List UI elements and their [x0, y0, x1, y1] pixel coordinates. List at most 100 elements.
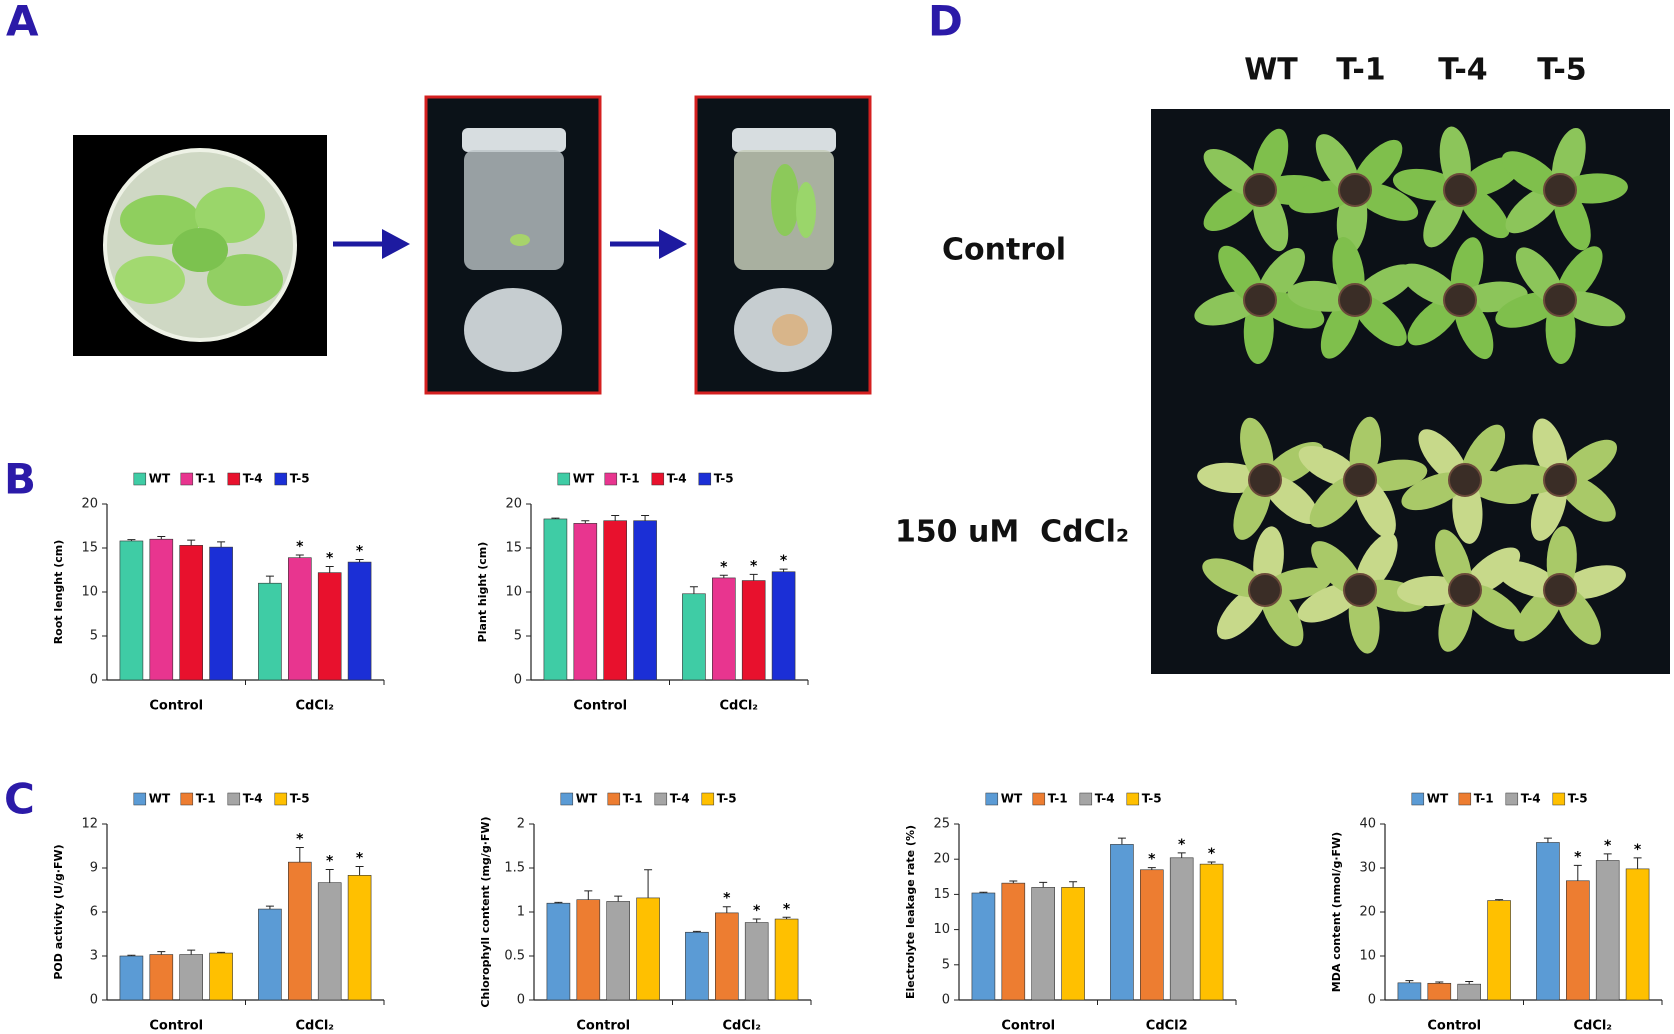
- error-bar: [265, 905, 274, 910]
- panel-label: C: [4, 775, 35, 824]
- bar: [347, 561, 372, 681]
- y-tick-label: 25: [933, 817, 950, 832]
- row-label: Control: [942, 233, 1066, 268]
- error-bar: [187, 539, 196, 546]
- significance-mark: *: [296, 831, 304, 847]
- legend-label: T-1: [620, 472, 640, 486]
- y-tick-label: 10: [505, 585, 522, 600]
- significance-mark: *: [1634, 842, 1642, 858]
- significance-mark: *: [720, 559, 728, 575]
- bar: [179, 545, 203, 681]
- bar: [1536, 842, 1560, 1001]
- bar: [258, 582, 282, 681]
- legend-label: T-4: [243, 792, 263, 806]
- bar: [288, 557, 312, 681]
- x-tick-label: Control: [1427, 1019, 1481, 1034]
- legend-swatch: [557, 472, 571, 486]
- bar: [1595, 860, 1620, 1001]
- y-tick-label: 10: [1359, 949, 1376, 964]
- bar: [179, 954, 203, 1001]
- y-tick-label: 20: [81, 497, 98, 512]
- bar: [1001, 882, 1026, 1001]
- legend-label: WT: [149, 472, 171, 486]
- legend-swatch: [1079, 792, 1093, 806]
- error-bar: [611, 514, 620, 521]
- pot: [1443, 173, 1477, 207]
- legend-label: T-5: [290, 792, 310, 806]
- photo-petri: [73, 135, 327, 356]
- significance-mark: *: [1208, 846, 1216, 862]
- y-tick-label: 10: [81, 585, 98, 600]
- legend-swatch: [274, 472, 288, 486]
- error-bar: [325, 868, 334, 883]
- x-tick-label: Control: [1001, 1019, 1055, 1034]
- legend-swatch: [1411, 792, 1425, 806]
- y-tick-label: 0: [90, 993, 98, 1008]
- error-bar: [584, 890, 593, 900]
- y-tick-label: 12: [81, 817, 98, 832]
- legend-label: WT: [576, 792, 598, 806]
- x-tick-label: CdCl₂: [295, 699, 334, 714]
- y-tick-label: 5: [90, 629, 98, 644]
- significance-mark: *: [326, 853, 334, 869]
- y-tick-label: 20: [1359, 905, 1376, 920]
- bar: [573, 523, 598, 681]
- bar: [774, 918, 799, 1001]
- error-bar: [217, 541, 226, 548]
- pot: [1448, 463, 1482, 497]
- error-bar: [1177, 852, 1186, 858]
- bar: [209, 546, 233, 681]
- column-label: T-5: [1537, 53, 1586, 88]
- error-bar: [1603, 853, 1612, 861]
- legend-label: T-4: [1521, 792, 1541, 806]
- y-axis-title: POD activity (U/g·FW): [52, 844, 65, 979]
- legend-label: T-1: [196, 792, 216, 806]
- error-bar: [355, 558, 364, 563]
- column-label: WT: [1244, 53, 1298, 88]
- bar: [636, 897, 660, 1001]
- bar: [1487, 900, 1511, 1001]
- legend-label: T-1: [1048, 792, 1068, 806]
- y-tick-label: 6: [90, 905, 98, 920]
- bar: [288, 861, 312, 1001]
- x-tick-label: CdCl₂: [295, 1019, 334, 1034]
- y-axis-title: Electrolyte leakage rate (%): [904, 825, 917, 999]
- bar: [209, 952, 233, 1001]
- bar: [1566, 880, 1590, 1001]
- x-tick-label: Control: [573, 699, 627, 714]
- error-bar: [1117, 837, 1126, 845]
- significance-mark: *: [1178, 837, 1186, 853]
- error-bar: [752, 918, 761, 923]
- legend-label: T-1: [196, 472, 216, 486]
- significance-mark: *: [1604, 838, 1612, 854]
- bar: [1199, 863, 1224, 1001]
- panel-label: B: [4, 455, 36, 504]
- legend-swatch: [607, 792, 621, 806]
- bar: [1061, 887, 1085, 1001]
- pot: [1543, 283, 1577, 317]
- legend-swatch: [1552, 792, 1566, 806]
- x-tick-label: CdCl₂: [722, 1019, 761, 1034]
- significance-mark: *: [780, 553, 788, 569]
- significance-mark: *: [723, 891, 731, 907]
- leaf: [1559, 173, 1628, 204]
- y-tick-label: 30: [1359, 861, 1376, 876]
- bar: [744, 922, 769, 1001]
- error-bar: [1495, 899, 1504, 901]
- error-bar: [1465, 981, 1474, 985]
- pot: [1543, 463, 1577, 497]
- legend-swatch: [274, 792, 288, 806]
- column-label: T-4: [1438, 53, 1487, 88]
- significance-mark: *: [356, 543, 364, 559]
- error-bar: [127, 954, 136, 956]
- bar: [1140, 869, 1164, 1001]
- error-bar: [644, 869, 653, 898]
- error-bar: [157, 951, 166, 955]
- legend-swatch: [180, 792, 194, 806]
- error-bar: [782, 916, 791, 920]
- legend-swatch: [654, 792, 668, 806]
- bar: [1397, 982, 1422, 1001]
- y-tick-label: 5: [514, 629, 522, 644]
- legend-swatch: [604, 472, 618, 486]
- y-tick-label: 5: [942, 957, 950, 972]
